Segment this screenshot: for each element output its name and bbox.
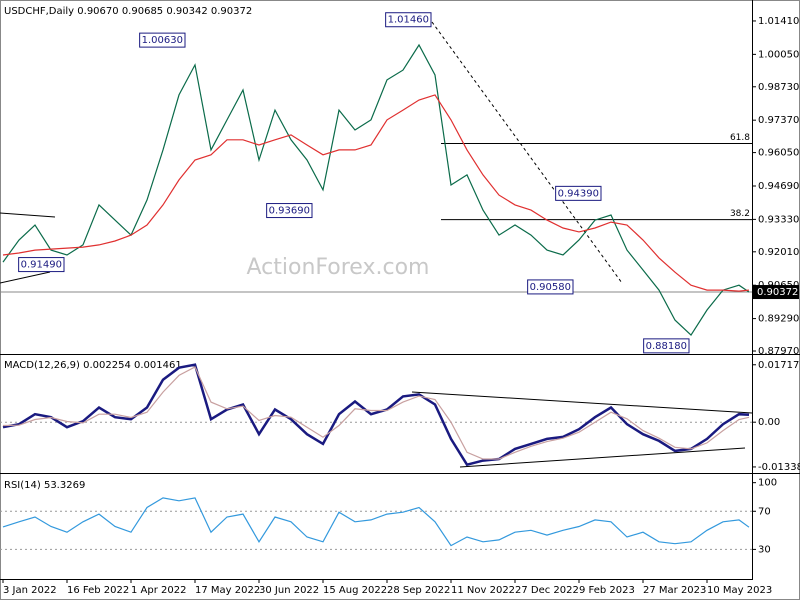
annotation-label: 1.01460 [388, 15, 429, 26]
series-line [2, 497, 750, 547]
macd-trend-line [411, 391, 753, 414]
y-tick-label: 0.017176 [758, 360, 800, 371]
x-tick-label: 30 Jun 2022 [259, 585, 319, 596]
annotation-label: 1.00630 [142, 35, 183, 46]
y-tick-label: 70 [758, 506, 771, 517]
y-tick-label: 0.89290 [758, 314, 799, 325]
annotation-box [527, 279, 574, 295]
fib-label: 38.2 [730, 209, 750, 219]
y-tick-label: 1.01410 [758, 16, 799, 27]
last-price-box [753, 285, 799, 300]
y-tick-label: 0.96050 [758, 148, 799, 159]
x-tick-label: 27 Mar 2023 [643, 585, 706, 596]
x-tick-label: 17 May 2022 [195, 585, 260, 596]
annotation-label: 0.88180 [646, 341, 687, 352]
watermark: ActionForex.com [247, 255, 430, 280]
x-tick-label: 3 Jan 2022 [3, 585, 57, 596]
series-line [2, 366, 750, 460]
triangle-line [0, 271, 51, 284]
x-tick-label: 15 Aug 2022 [323, 585, 387, 596]
x-tick-label: 28 Sep 2022 [387, 585, 450, 596]
annotation-box [18, 257, 65, 273]
x-tick-label: 1 Apr 2022 [131, 585, 186, 596]
y-tick-label: 0.00 [758, 417, 780, 428]
y-tick-label: 30 [758, 544, 771, 555]
rsi-title: RSI(14) 53.3269 [4, 480, 85, 491]
annotation-box [139, 32, 186, 48]
annotation-box [385, 12, 432, 28]
last-price-label: 0.90372 [757, 287, 798, 298]
y-tick-label: 0.98730 [758, 82, 799, 93]
y-tick-label: 0.87970 [758, 346, 799, 357]
x-tick-label: 10 May 2023 [707, 585, 772, 596]
annotation-label: 0.94390 [558, 188, 599, 199]
triangle-line [0, 212, 56, 218]
y-tick-label: 1.00050 [758, 49, 799, 60]
annotation-label: 0.93690 [269, 206, 310, 217]
x-tick-label: 9 Feb 2023 [579, 585, 635, 596]
annotation-label: 0.91490 [21, 260, 62, 271]
fib-label: 61.8 [730, 133, 750, 143]
series-line [2, 363, 750, 467]
y-tick-label: 0.93330 [758, 214, 799, 225]
y-tick-label: 0.94690 [758, 181, 799, 192]
y-tick-label: -0.013384 [758, 462, 800, 473]
y-tick-label: 100 [758, 478, 777, 489]
series-line [2, 43, 750, 337]
macd-trend-line [459, 447, 746, 468]
annotation-box [643, 338, 690, 354]
chart-title: USDCHF,Daily 0.90670 0.90685 0.90342 0.9… [4, 6, 252, 17]
y-tick-label: 0.92010 [758, 247, 799, 258]
x-tick-label: 11 Nov 2022 [451, 585, 515, 596]
annotation-box [266, 203, 313, 219]
x-tick-label: 27 Dec 2022 [515, 585, 579, 596]
y-tick-label: 0.97370 [758, 115, 799, 126]
x-tick-label: 16 Feb 2022 [67, 585, 129, 596]
annotation-label: 0.90580 [530, 282, 571, 293]
annotation-box [555, 185, 602, 201]
series-line [2, 94, 750, 292]
macd-title: MACD(12,26,9) 0.002254 0.001461 [4, 360, 182, 371]
